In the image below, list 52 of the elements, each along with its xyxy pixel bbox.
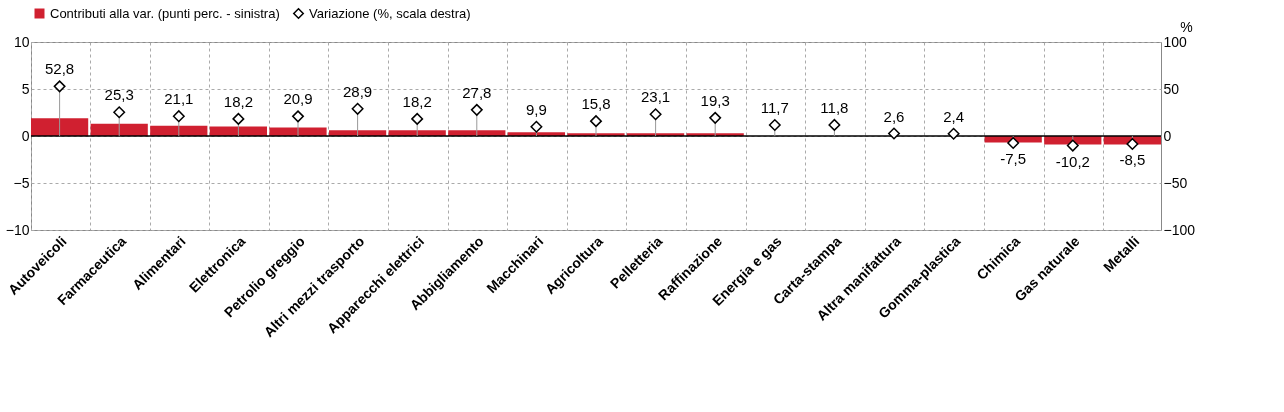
legend-label: Contributi alla var. (punti perc. - sinistra) [50, 5, 280, 21]
point [1126, 138, 1139, 150]
y2-tick-label: 100 [1163, 33, 1188, 50]
y2-tick-label: 0 [1163, 127, 1172, 144]
data-label: 9,9 [525, 100, 547, 118]
point [888, 127, 900, 140]
data-label: 18,2 [223, 92, 254, 110]
data-label: 15,8 [581, 95, 611, 113]
point [530, 120, 543, 133]
point [828, 118, 841, 131]
data-label: 2,4 [943, 107, 965, 125]
data-label: 52,8 [45, 60, 75, 78]
point [470, 103, 483, 116]
point [411, 112, 424, 125]
point [232, 112, 245, 125]
point [292, 110, 304, 123]
point [590, 115, 602, 128]
y-tick-label: −10 [5, 221, 30, 238]
data-label: -7,5 [1000, 150, 1027, 168]
y-tick-label: 0 [21, 127, 30, 144]
data-label: 27,8 [462, 83, 492, 101]
data-label: 23,1 [641, 88, 671, 106]
y2-axis-title: % [1180, 18, 1193, 35]
point [172, 110, 185, 123]
point [1066, 139, 1079, 152]
legend-label: Variazione (%, scala destra) [309, 5, 471, 21]
data-label: 2,6 [883, 107, 905, 125]
point [1007, 137, 1020, 150]
data-label: 28,9 [343, 82, 373, 100]
data-label: 25,3 [104, 86, 134, 104]
y-tick-label: 10 [13, 33, 30, 50]
data-label: 18,2 [402, 92, 432, 110]
data-label: -10,2 [1055, 152, 1090, 170]
y2-tick-label: −100 [1163, 221, 1196, 238]
bar [31, 118, 89, 136]
data-label: 21,1 [164, 90, 194, 108]
data-label: -8,5 [1119, 150, 1146, 168]
point [649, 108, 662, 121]
point [53, 80, 66, 93]
point [709, 111, 722, 124]
data-label: 11,8 [820, 98, 849, 116]
y-tick-label: 5 [21, 80, 30, 97]
point [768, 119, 781, 131]
data-label: 11,7 [760, 99, 789, 116]
y-tick-label: −5 [13, 174, 30, 191]
data-label: 20,9 [283, 90, 313, 108]
y2-tick-label: 50 [1163, 80, 1180, 97]
data-label: 19,3 [700, 91, 730, 109]
y2-tick-label: −50 [1163, 174, 1188, 191]
point [351, 102, 364, 115]
point [113, 106, 126, 119]
point [947, 127, 960, 140]
